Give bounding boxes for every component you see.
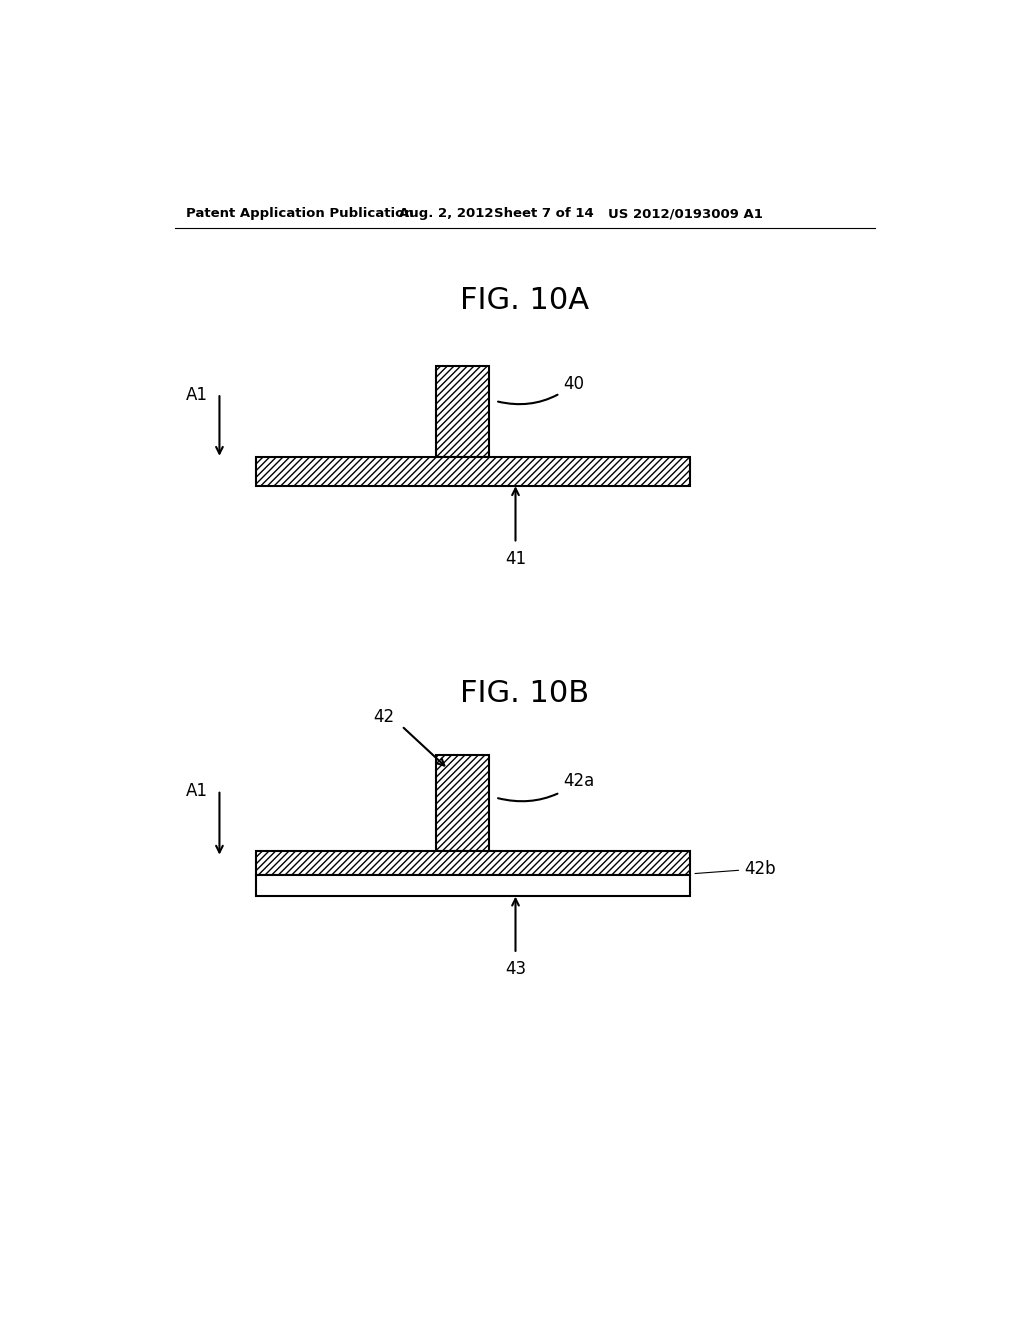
- Text: 43: 43: [505, 960, 526, 978]
- Text: 42b: 42b: [695, 859, 776, 878]
- Text: 42a: 42a: [498, 772, 594, 801]
- Text: US 2012/0193009 A1: US 2012/0193009 A1: [608, 207, 763, 220]
- Text: 40: 40: [498, 375, 584, 404]
- Text: 41: 41: [505, 549, 526, 568]
- Text: Patent Application Publication: Patent Application Publication: [186, 207, 414, 220]
- Text: Sheet 7 of 14: Sheet 7 of 14: [494, 207, 594, 220]
- Text: A1: A1: [185, 783, 208, 800]
- Bar: [436, 367, 489, 457]
- Text: A1: A1: [185, 385, 208, 404]
- Bar: [256, 457, 690, 486]
- Text: Aug. 2, 2012: Aug. 2, 2012: [399, 207, 494, 220]
- Bar: [256, 851, 690, 875]
- Bar: [436, 755, 489, 851]
- Text: FIG. 10A: FIG. 10A: [460, 286, 590, 315]
- Text: 42: 42: [373, 708, 394, 726]
- Bar: [256, 875, 690, 896]
- Text: FIG. 10B: FIG. 10B: [460, 678, 590, 708]
